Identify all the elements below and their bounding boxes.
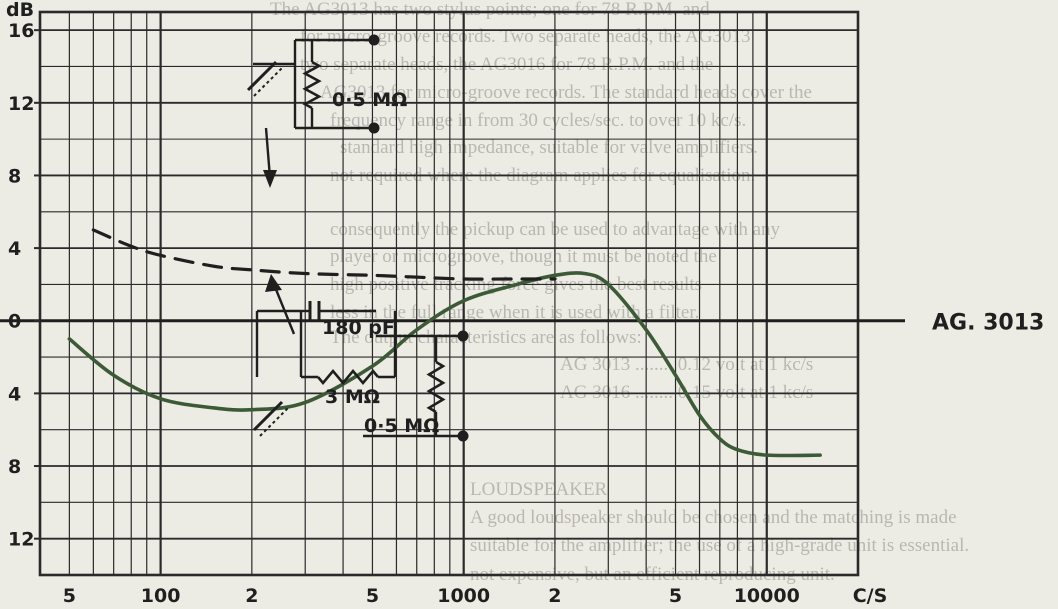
x-axis-unit-label: C/S bbox=[853, 585, 888, 607]
x-tick-label: 5 bbox=[366, 585, 379, 607]
y-tick-label: 4 bbox=[8, 383, 21, 405]
label-layer: AG. 3013 bbox=[932, 311, 1044, 336]
background-text-line: player or microgroove, though it must be… bbox=[330, 246, 717, 267]
circuit-terminal bbox=[457, 330, 469, 342]
pointer-arrowhead-bottom bbox=[265, 274, 282, 292]
background-text-line: The AG3013 has two stylus points; one fo… bbox=[270, 0, 710, 20]
pickup-stroke bbox=[246, 60, 278, 92]
y-tick-label: 12 bbox=[8, 529, 34, 551]
pointer-arrowhead-top bbox=[263, 170, 277, 188]
resistor-shunt-label: 0·5 MΩ bbox=[364, 415, 439, 437]
background-text-layer: The AG3013 has two stylus points; one fo… bbox=[270, 0, 969, 585]
capacitor-label: 180 pF bbox=[322, 317, 395, 339]
pickup-symbol-bottom bbox=[252, 400, 289, 437]
series-line-dashed bbox=[91, 228, 557, 281]
y-tick-label: 8 bbox=[8, 456, 21, 478]
resistor-top-label: 0·5 MΩ bbox=[332, 89, 407, 111]
pickup-stroke bbox=[253, 67, 283, 97]
background-text-line: AG3013 for micro-groove records. The sta… bbox=[320, 82, 812, 103]
pointer-arrow-top bbox=[264, 127, 272, 179]
series-layer bbox=[67, 228, 822, 458]
circuit-layer: 0·5 MΩ 180 pF 3 MΩ 0·5 MΩ bbox=[246, 34, 469, 442]
background-text-line: AG 3013 ........ 0.12 volt at 1 kc/s bbox=[560, 354, 813, 375]
circuit-terminal bbox=[457, 430, 469, 442]
y-tick-label: 16 bbox=[8, 20, 34, 42]
y-tick-label: 12 bbox=[8, 93, 34, 115]
x-tick-label: 5 bbox=[63, 585, 76, 607]
background-text-line: LOUDSPEAKER bbox=[470, 479, 608, 500]
circuit-terminal bbox=[368, 122, 380, 134]
x-tick-label: 10000 bbox=[734, 585, 800, 607]
x-tick-label: 5 bbox=[669, 585, 682, 607]
background-text-line: frequency range in from 30 cycles/sec. t… bbox=[330, 110, 746, 131]
curve-label-ag3013: AG. 3013 bbox=[932, 311, 1044, 336]
x-tick-label: 2 bbox=[245, 585, 258, 607]
pickup-symbol-top bbox=[246, 60, 283, 97]
pointer-arrow-bottom bbox=[271, 281, 296, 335]
y-axis-unit-label: dB bbox=[6, 0, 34, 21]
pickup-stroke bbox=[259, 407, 289, 437]
x-tick-label: 2 bbox=[548, 585, 561, 607]
x-tick-label: 1000 bbox=[437, 585, 490, 607]
background-text-line: A good loudspeaker should be chosen and … bbox=[470, 507, 957, 528]
background-text-line: less in the full range when it is used w… bbox=[330, 302, 699, 323]
background-text-line: The output characteristics are as follow… bbox=[330, 327, 642, 348]
y-tick-label: 4 bbox=[8, 238, 21, 260]
background-text-line: for micro-groove records. Two separate h… bbox=[300, 26, 750, 47]
resistor-shunt-symbol bbox=[426, 360, 446, 414]
y-tick-label: 8 bbox=[8, 165, 21, 187]
circuit-terminal bbox=[368, 34, 380, 46]
y-tick-label: 0 bbox=[8, 311, 21, 333]
resistor-series-symbol bbox=[317, 368, 379, 386]
pickup-stroke bbox=[252, 400, 284, 432]
background-text-line: standard high impedance, suitable for va… bbox=[340, 137, 758, 158]
resistor-top-symbol bbox=[302, 60, 322, 110]
x-tick-label: 100 bbox=[141, 585, 181, 607]
grid-layer bbox=[0, 10, 905, 577]
resistor-series-label: 3 MΩ bbox=[325, 386, 380, 408]
background-text-line: two separate heads, the AG3016 for 78 R.… bbox=[300, 54, 713, 75]
